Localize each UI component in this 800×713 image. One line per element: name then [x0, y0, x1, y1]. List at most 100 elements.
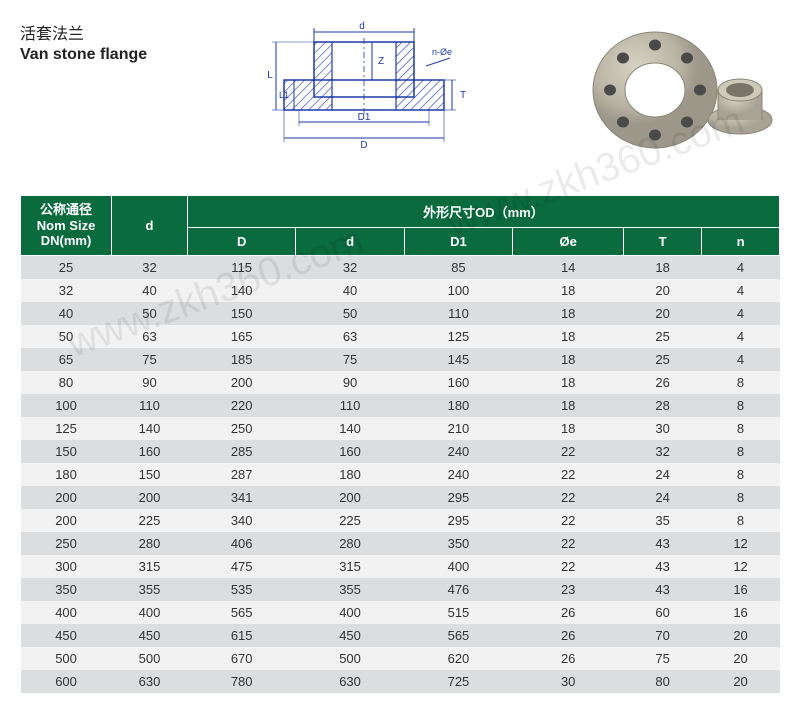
table-cell: 300: [21, 555, 112, 578]
table-cell: 180: [21, 463, 112, 486]
table-cell: 30: [513, 670, 624, 693]
table-cell: 50: [112, 302, 188, 325]
header: 活套法兰 Van stone flange d: [20, 20, 780, 165]
table-cell: 565: [187, 601, 295, 624]
table-cell: 630: [112, 670, 188, 693]
table-cell: 165: [187, 325, 295, 348]
table-cell: 40: [296, 279, 404, 302]
table-cell: 18: [513, 325, 624, 348]
table-cell: 315: [112, 555, 188, 578]
table-row: 12514025014021018308: [21, 417, 780, 440]
table-cell: 8: [702, 486, 780, 509]
table-cell: 160: [404, 371, 512, 394]
table-cell: 20: [624, 302, 702, 325]
table-cell: 14: [513, 256, 624, 280]
th-D1: D1: [404, 228, 512, 256]
table-cell: 40: [112, 279, 188, 302]
table-cell: 32: [112, 256, 188, 280]
table-row: 450450615450565267020: [21, 624, 780, 647]
dim-L1: L1: [279, 90, 289, 100]
th-d-outer: d: [112, 196, 188, 256]
table-cell: 4: [702, 279, 780, 302]
table-cell: 150: [187, 302, 295, 325]
table-cell: 18: [513, 348, 624, 371]
table-cell: 110: [404, 302, 512, 325]
table-cell: 140: [112, 417, 188, 440]
table-cell: 350: [404, 532, 512, 555]
table-cell: 63: [112, 325, 188, 348]
table-cell: 475: [187, 555, 295, 578]
table-cell: 8: [702, 440, 780, 463]
table-cell: 50: [296, 302, 404, 325]
table-row: 500500670500620267520: [21, 647, 780, 670]
dim-D: D: [360, 140, 367, 150]
table-cell: 20: [624, 279, 702, 302]
table-cell: 25: [21, 256, 112, 280]
table-cell: 600: [21, 670, 112, 693]
table-cell: 100: [21, 394, 112, 417]
table-cell: 210: [404, 417, 512, 440]
table-cell: 400: [296, 601, 404, 624]
table-cell: 18: [624, 256, 702, 280]
table-cell: 200: [112, 486, 188, 509]
table-cell: 18: [513, 371, 624, 394]
table-cell: 250: [187, 417, 295, 440]
table-row: 400400565400515266016: [21, 601, 780, 624]
table-cell: 725: [404, 670, 512, 693]
table-cell: 18: [513, 279, 624, 302]
table-cell: 535: [187, 578, 295, 601]
dim-Z: Z: [378, 56, 384, 67]
table-cell: 200: [21, 486, 112, 509]
table-row: 50631656312518254: [21, 325, 780, 348]
table-cell: 12: [702, 555, 780, 578]
table-cell: 140: [187, 279, 295, 302]
th-d2: d: [296, 228, 404, 256]
table-cell: 26: [624, 371, 702, 394]
th-nom-size: 公称通径 Nom Size DN(mm): [21, 196, 112, 256]
table-cell: 115: [187, 256, 295, 280]
table-cell: 25: [624, 348, 702, 371]
table-cell: 500: [21, 647, 112, 670]
table-cell: 43: [624, 532, 702, 555]
table-cell: 18: [513, 394, 624, 417]
table-cell: 110: [296, 394, 404, 417]
table-cell: 26: [513, 647, 624, 670]
table-cell: 125: [404, 325, 512, 348]
table-cell: 406: [187, 532, 295, 555]
table-cell: 110: [112, 394, 188, 417]
dimensions-table: 公称通径 Nom Size DN(mm) d 外形尺寸OD（mm） D d D1…: [20, 195, 780, 693]
table-cell: 450: [296, 624, 404, 647]
table-cell: 350: [21, 578, 112, 601]
table-cell: 150: [21, 440, 112, 463]
table-cell: 43: [624, 578, 702, 601]
table-cell: 200: [21, 509, 112, 532]
table-cell: 18: [513, 302, 624, 325]
th-oe: Øe: [513, 228, 624, 256]
table-row: 600630780630725308020: [21, 670, 780, 693]
table-row: 250280406280350224312: [21, 532, 780, 555]
dim-D1: D1: [357, 112, 370, 123]
table-cell: 200: [296, 486, 404, 509]
table-cell: 70: [624, 624, 702, 647]
table-cell: 240: [404, 463, 512, 486]
table-cell: 341: [187, 486, 295, 509]
table-cell: 515: [404, 601, 512, 624]
table-cell: 24: [624, 486, 702, 509]
table-cell: 400: [404, 555, 512, 578]
table-cell: 40: [21, 302, 112, 325]
table-cell: 8: [702, 417, 780, 440]
table-cell: 287: [187, 463, 295, 486]
table-cell: 50: [21, 325, 112, 348]
table-cell: 150: [112, 463, 188, 486]
table-cell: 780: [187, 670, 295, 693]
table-cell: 250: [21, 532, 112, 555]
table-cell: 565: [404, 624, 512, 647]
table-cell: 20: [702, 647, 780, 670]
table-cell: 355: [296, 578, 404, 601]
table-row: 80902009016018268: [21, 371, 780, 394]
table-cell: 80: [21, 371, 112, 394]
table-cell: 8: [702, 371, 780, 394]
product-photo: [580, 20, 780, 165]
table-cell: 24: [624, 463, 702, 486]
table-cell: 60: [624, 601, 702, 624]
